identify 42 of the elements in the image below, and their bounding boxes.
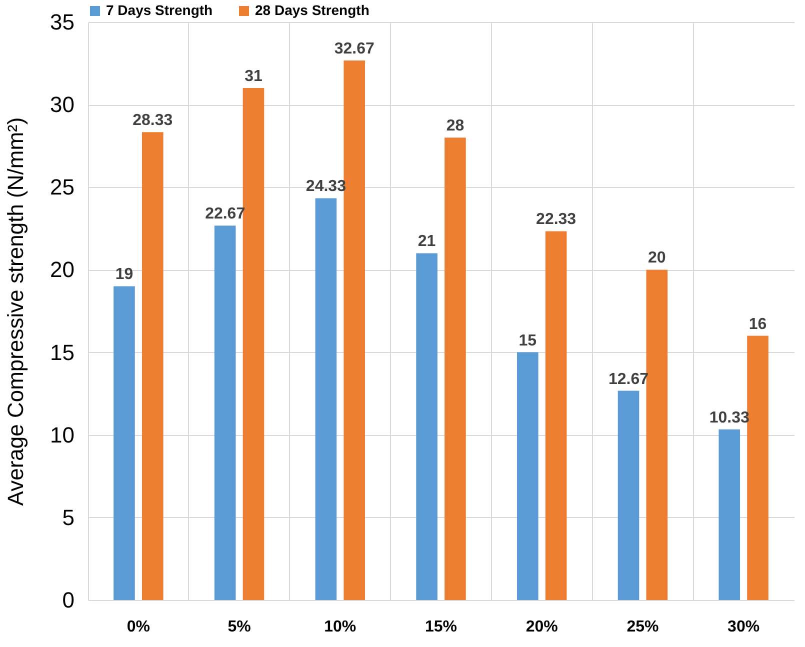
y-tick-label: 10 [50, 422, 74, 448]
bar [242, 88, 264, 600]
x-tick-label: 25% [626, 618, 659, 636]
data-label: 28 [446, 118, 464, 135]
bar [646, 270, 668, 600]
x-tick-label: 0% [126, 618, 150, 636]
y-tick-label: 35 [50, 10, 74, 34]
data-label: 16 [748, 316, 767, 333]
bar [114, 286, 135, 600]
legend-label: 7 Days Strength [106, 2, 213, 18]
bar [214, 226, 236, 600]
bar [618, 390, 640, 600]
x-tick-label: 10% [324, 618, 356, 636]
y-tick-label: 15 [50, 340, 74, 365]
data-label: 21 [418, 233, 436, 250]
x-tick-label: 30% [728, 618, 760, 636]
data-label: 32.67 [334, 40, 374, 58]
bar [545, 231, 567, 600]
bar [747, 336, 768, 600]
y-axis-title: Average Compressive strength (N/mm²) [3, 117, 28, 506]
data-label: 28.33 [132, 112, 173, 130]
data-label: 31 [244, 68, 262, 86]
bar [444, 138, 466, 600]
data-label: 15 [518, 332, 537, 350]
y-tick-label: 5 [62, 504, 74, 530]
y-tick-label: 25 [50, 174, 74, 200]
bar [416, 253, 438, 600]
y-tick-label: 0 [62, 588, 74, 612]
bar [142, 132, 164, 600]
x-tick-label: 20% [526, 618, 558, 636]
y-tick-label: 30 [50, 92, 74, 118]
x-tick-label: 15% [424, 618, 458, 636]
data-label: 22.33 [536, 211, 576, 228]
bar [344, 60, 365, 600]
bar [718, 429, 740, 600]
legend-label: 28 Days Strength [255, 2, 370, 18]
bar [315, 198, 337, 600]
x-tick-label: 5% [228, 618, 251, 636]
data-label: 19 [115, 266, 134, 284]
data-label: 20 [648, 250, 666, 267]
bar [517, 352, 538, 600]
y-tick-label: 20 [50, 257, 74, 282]
